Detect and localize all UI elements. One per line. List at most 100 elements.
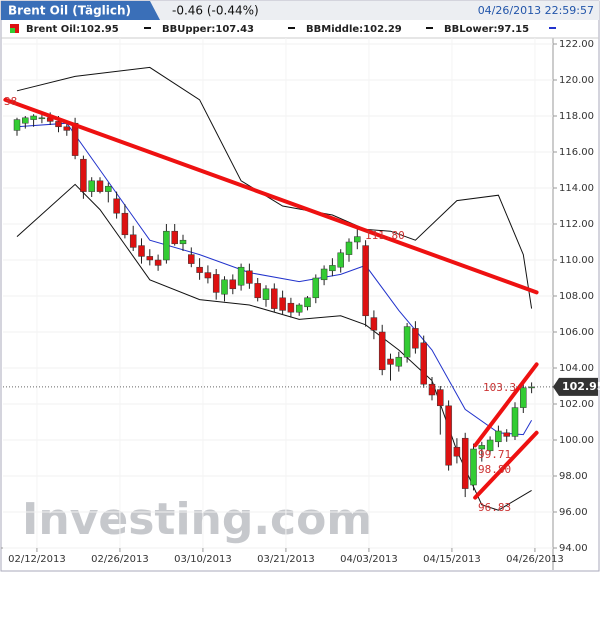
x-tick-label: 02/12/2013 xyxy=(8,554,66,565)
trendline xyxy=(473,430,539,500)
y-tick-label: 112.00 xyxy=(559,219,594,230)
candle-body xyxy=(304,297,311,308)
y-tick-label: 114.00 xyxy=(559,183,594,194)
y-tick-label: 102.00 xyxy=(559,399,594,410)
x-tick-label: 04/15/2013 xyxy=(423,554,481,565)
x-tick-label: 04/26/2013 xyxy=(506,554,564,565)
legend-icon xyxy=(426,27,433,29)
candle-body xyxy=(254,283,261,299)
candle-body xyxy=(221,279,228,295)
candle-body xyxy=(362,245,369,317)
annotation: 111.80 xyxy=(365,229,405,242)
candle-body xyxy=(279,297,286,311)
legend-label: BBLower:97.15 xyxy=(444,24,529,35)
legend-label: Brent Oil:102.95 xyxy=(26,24,119,35)
y-tick-label: 98.00 xyxy=(559,471,588,482)
y-tick-label: 108.00 xyxy=(559,291,594,302)
y-tick-label: 118.00 xyxy=(559,111,594,122)
candle-body xyxy=(80,158,87,192)
legend-label: BBUpper:107.43 xyxy=(162,24,254,35)
header-change: -0.46 (-0.44%) xyxy=(172,4,259,18)
candle-body xyxy=(38,117,46,120)
candle-body xyxy=(337,252,344,268)
y-tick-label: 94.00 xyxy=(559,543,588,554)
trendline xyxy=(3,97,539,295)
candle-body xyxy=(486,439,494,452)
y-tick-label: 96.00 xyxy=(559,507,588,518)
candle-body xyxy=(129,234,137,248)
last-price-label: 102.95 xyxy=(562,380,604,393)
annotation: 96.83 xyxy=(478,501,511,514)
candle-body xyxy=(262,288,270,300)
header-timestamp: 04/26/2013 22:59:57 xyxy=(478,4,594,17)
annotation: 99.71 xyxy=(478,448,511,461)
legend-icon xyxy=(288,27,295,29)
candle-body xyxy=(395,356,403,367)
candle-body xyxy=(13,119,21,131)
candle-body xyxy=(461,437,469,489)
candle-body xyxy=(503,432,510,437)
candle-body xyxy=(179,239,187,245)
x-tick-label: 02/26/2013 xyxy=(91,554,149,565)
frame xyxy=(0,0,600,572)
legend-icon xyxy=(549,27,556,29)
y-tick-label: 116.00 xyxy=(559,147,594,158)
candle-body xyxy=(420,342,427,385)
candle-body xyxy=(63,126,71,131)
candle-body xyxy=(320,268,328,281)
legend-icon xyxy=(10,28,15,33)
candle-body xyxy=(88,180,95,192)
candle-body xyxy=(246,270,253,284)
y-tick-label: 122.00 xyxy=(559,39,594,50)
y-tick-label: 100.00 xyxy=(559,435,594,446)
candle-body xyxy=(378,331,386,371)
candle-body xyxy=(30,115,37,120)
candle-body xyxy=(271,288,278,309)
candle-body xyxy=(329,265,336,272)
candle-body xyxy=(204,272,212,279)
y-tick-label: 120.00 xyxy=(559,75,594,86)
candle-body xyxy=(55,121,62,128)
candle-body xyxy=(453,446,461,457)
y-tick-label: 106.00 xyxy=(559,327,594,338)
trendline xyxy=(473,362,539,448)
annotation: 38 xyxy=(4,95,17,108)
y-tick-label: 104.00 xyxy=(559,363,594,374)
candle-body xyxy=(138,245,145,257)
candle-body xyxy=(71,122,79,156)
legend-label: BBMiddle:102.29 xyxy=(306,24,402,35)
y-tick-label: 110.00 xyxy=(559,255,594,266)
candle-body xyxy=(229,279,237,290)
candle-body xyxy=(370,317,378,331)
candle-body xyxy=(295,304,303,313)
candle-body xyxy=(113,198,120,214)
x-tick-label: 04/03/2013 xyxy=(340,554,398,565)
candle-body xyxy=(511,407,519,437)
candle-body xyxy=(520,387,527,408)
candle-body xyxy=(146,256,154,261)
candle-body xyxy=(163,230,170,261)
x-tick-label: 03/21/2013 xyxy=(257,554,315,565)
candle-body xyxy=(287,302,295,313)
candle-body xyxy=(387,358,394,365)
candle-body xyxy=(154,259,162,266)
watermark: Investing.com xyxy=(22,494,372,545)
candle-body xyxy=(196,266,203,273)
candle-body xyxy=(312,277,320,299)
x-tick-label: 03/10/2013 xyxy=(174,554,232,565)
candle-body xyxy=(105,185,112,192)
header-title: Brent Oil (Täglich) xyxy=(8,4,131,18)
candle-body xyxy=(445,405,452,466)
candle-body xyxy=(22,117,29,124)
candle-body xyxy=(345,241,353,255)
band-line xyxy=(16,66,533,309)
candle-body xyxy=(470,448,477,486)
candle-body xyxy=(171,230,178,245)
legend-icon xyxy=(144,27,151,29)
candle-body xyxy=(437,389,444,407)
candle-body xyxy=(237,266,245,286)
annotation: 103.3 xyxy=(483,381,516,394)
candle-body xyxy=(478,445,486,450)
